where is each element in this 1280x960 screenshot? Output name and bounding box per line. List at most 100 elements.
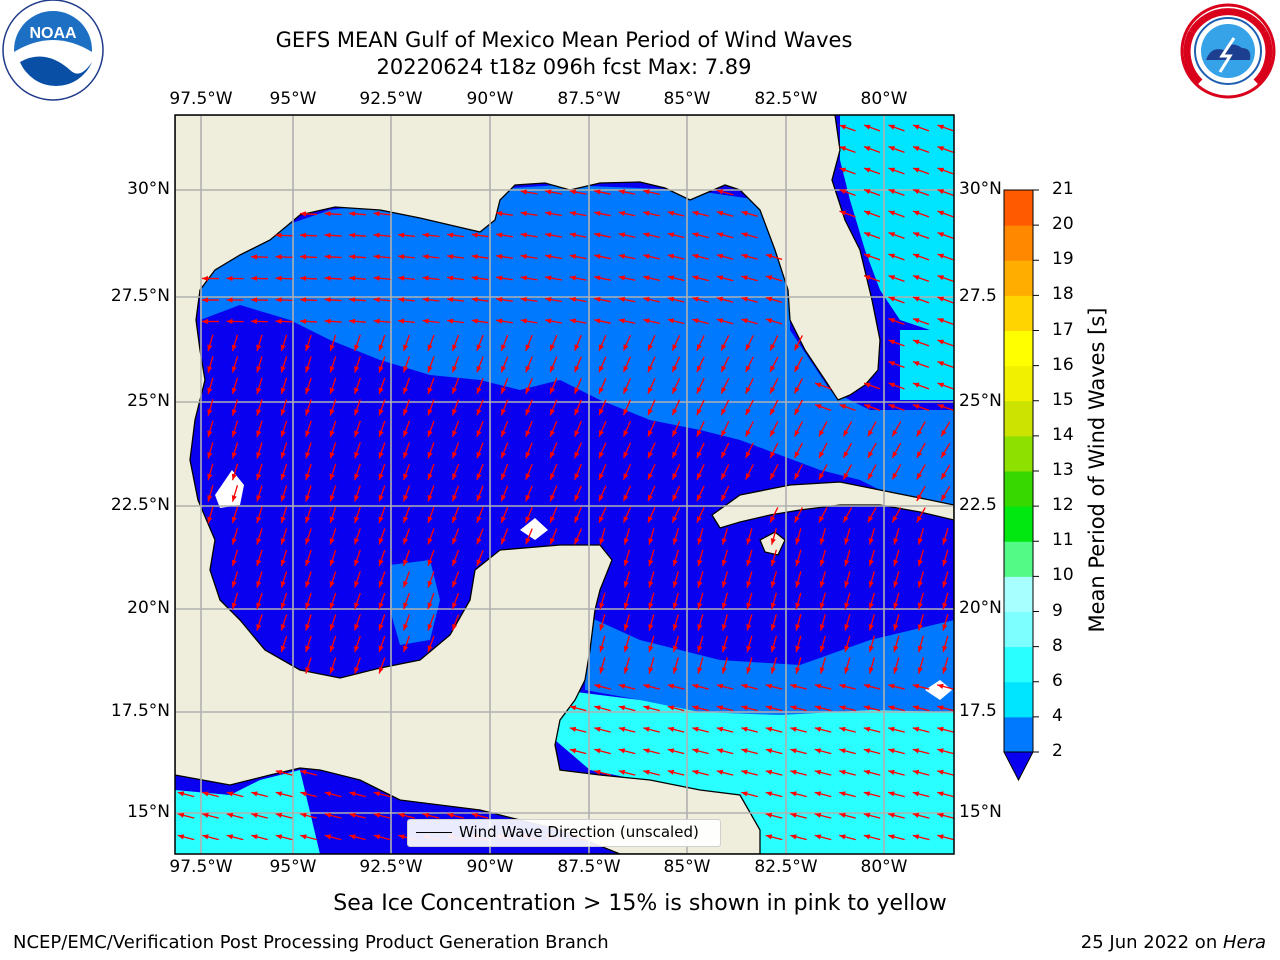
wind-wave-vector xyxy=(427,635,435,653)
wind-wave-vector xyxy=(893,657,900,674)
wind-wave-vector xyxy=(863,748,881,755)
wind-wave-vector xyxy=(549,463,558,481)
wind-wave-vector xyxy=(716,253,734,260)
wind-wave-vector xyxy=(275,769,293,776)
wind-wave-vector xyxy=(329,657,337,674)
wind-wave-vector xyxy=(814,791,832,798)
colorbar-tick-label: 15 xyxy=(1052,389,1074,410)
wind-wave-vector xyxy=(942,614,949,631)
wind-wave-vector xyxy=(305,614,312,631)
wind-wave-vector xyxy=(937,231,954,240)
ocean-under-2s-pacific xyxy=(300,770,390,854)
wind-wave-vector xyxy=(912,748,930,755)
wind-wave-vector xyxy=(256,399,263,416)
wind-wave-vector xyxy=(574,377,582,395)
wind-wave-vector xyxy=(378,635,386,653)
wind-wave-vector xyxy=(844,549,851,567)
wind-wave-vector xyxy=(647,507,656,523)
wind-wave-vector xyxy=(937,145,954,154)
wind-wave-vector xyxy=(324,211,342,217)
wind-wave-vector xyxy=(348,254,367,260)
wind-wave-vector xyxy=(643,705,660,712)
wind-wave-vector xyxy=(378,592,386,610)
wind-wave-vector xyxy=(790,726,807,733)
lon-tick-label: 80°W xyxy=(860,857,908,877)
colorbar-tick-label: 13 xyxy=(1052,460,1074,480)
wind-wave-vector xyxy=(622,377,632,395)
lat-tick-label: 15°N xyxy=(959,802,1002,822)
wind-wave-vector xyxy=(888,296,905,304)
wind-wave-vector xyxy=(643,232,660,239)
colorbar-segment xyxy=(1004,611,1033,648)
wind-wave-vector xyxy=(256,420,263,438)
wind-wave-vector xyxy=(451,485,460,502)
wind-wave-vector xyxy=(495,211,514,217)
wind-wave-vector xyxy=(422,275,440,281)
colorbar-tick-label: 12 xyxy=(1052,495,1074,516)
colorbar-segment xyxy=(1004,365,1033,402)
wind-wave-vector xyxy=(354,377,361,395)
wind-wave-vector xyxy=(495,254,514,260)
wind-wave-vector xyxy=(451,377,460,395)
ocean-4-6s-straits xyxy=(900,330,954,400)
lon-tick-label: 95°W xyxy=(269,89,317,109)
wind-wave-vector xyxy=(893,571,900,588)
colorbar-tick-label: 17 xyxy=(1052,319,1074,340)
wind-wave-vector xyxy=(549,420,558,438)
wind-wave-vector xyxy=(916,485,926,502)
wind-wave-vector xyxy=(819,657,826,674)
wind-wave-vector xyxy=(500,420,509,438)
wind-wave-vector xyxy=(373,791,391,798)
wind-wave-vector xyxy=(305,592,312,610)
wind-wave-vector xyxy=(594,318,611,324)
wind-wave-vector xyxy=(818,442,828,459)
wind-wave-vector xyxy=(888,726,905,733)
wind-wave-vector xyxy=(378,657,386,674)
wind-wave-vector xyxy=(569,232,587,238)
wind-wave-vector xyxy=(912,231,930,240)
wind-wave-vector xyxy=(794,421,803,437)
wind-wave-vector xyxy=(594,683,611,690)
nws-logo xyxy=(1180,3,1276,99)
wind-wave-vector xyxy=(329,635,337,653)
wind-wave-vector xyxy=(937,360,954,369)
wind-wave-vector xyxy=(692,683,709,690)
wind-wave-vector xyxy=(569,726,587,733)
wind-wave-vector xyxy=(942,592,949,610)
wind-wave-vector xyxy=(451,592,460,610)
colorbar-under-extension xyxy=(1003,751,1034,782)
wind-wave-vector xyxy=(720,442,730,459)
wind-wave-vector xyxy=(917,657,924,674)
wind-wave-vector xyxy=(427,356,435,373)
wind-wave-vector xyxy=(888,231,905,240)
wind-wave-vector xyxy=(618,726,636,733)
wind-wave-vector xyxy=(819,549,826,567)
wind-wave-vector xyxy=(451,334,460,352)
lon-tick-label: 87.5°W xyxy=(557,89,621,109)
wind-wave-vector xyxy=(397,254,416,260)
wind-wave-vector xyxy=(549,377,558,395)
wind-wave-vector xyxy=(177,812,195,819)
wind-wave-vector xyxy=(912,791,930,798)
wind-wave-vector xyxy=(324,254,342,260)
wind-wave-vector xyxy=(765,683,783,690)
wind-wave-vector xyxy=(893,549,900,567)
wind-wave-vector xyxy=(942,571,949,588)
wind-wave-vector xyxy=(177,834,195,841)
wind-wave-vector xyxy=(275,232,293,238)
wind-wave-vector xyxy=(525,463,533,481)
wind-wave-vector xyxy=(402,592,411,610)
wind-wave-vector xyxy=(256,614,263,631)
wind-wave-vector xyxy=(427,528,435,545)
wind-wave-vector xyxy=(912,317,930,326)
wind-wave-vector xyxy=(520,297,538,303)
wind-wave-vector xyxy=(937,296,954,304)
wind-wave-vector xyxy=(305,571,312,588)
wind-wave-vector xyxy=(839,188,856,197)
wind-wave-vector xyxy=(598,463,607,481)
wind-wave-vector xyxy=(520,275,538,281)
wind-wave-vector xyxy=(794,356,803,373)
wind-wave-vector xyxy=(667,748,685,755)
colorbar-segment xyxy=(1004,260,1033,296)
wind-wave-vector xyxy=(818,464,828,480)
